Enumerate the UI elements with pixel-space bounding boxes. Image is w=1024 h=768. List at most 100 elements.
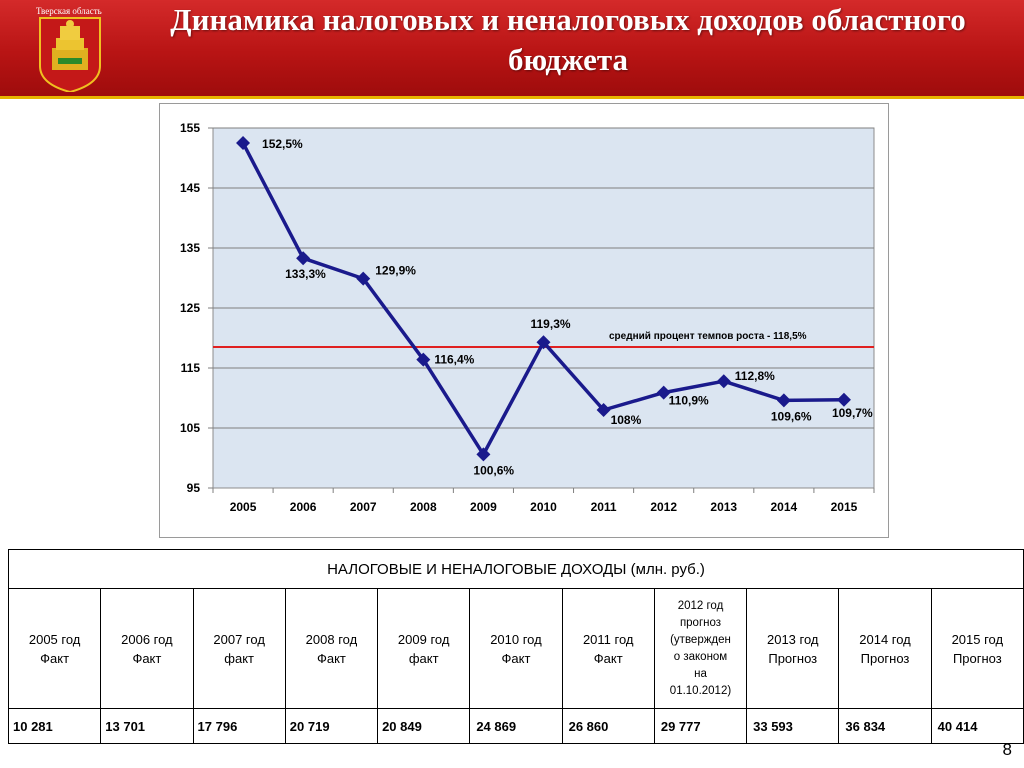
table-value-cell: 36 834 xyxy=(838,708,932,744)
data-point-marker xyxy=(416,352,431,367)
data-label: 133,3% xyxy=(285,267,326,281)
data-label: 112,8% xyxy=(735,369,775,383)
header-line: 2011 год xyxy=(582,631,634,647)
table-value-cell: 13 701 xyxy=(100,708,194,744)
table-value-cell: 20 719 xyxy=(284,708,379,744)
y-tick-label: 155 xyxy=(180,121,200,135)
table-header-cell: 2011 год Факт xyxy=(561,588,655,709)
data-label: 129,9% xyxy=(375,264,416,278)
table-value-cell: 29 777 xyxy=(653,708,748,744)
y-tick-label: 125 xyxy=(180,301,200,315)
table-value-cell: 40 414 xyxy=(930,708,1024,744)
table-header-cell: 2006 год Факт xyxy=(100,588,194,709)
header-line: на xyxy=(694,667,707,680)
table-header-cell: 2009 год факт xyxy=(377,588,471,709)
header-line: Прогноз xyxy=(860,650,910,666)
x-tick-label: 2012 xyxy=(650,500,677,514)
table-header-row: 2005 год Факт 2006 год Факт 2007 год факт 2008… xyxy=(7,588,1024,709)
x-tick-label: 2013 xyxy=(710,500,737,514)
chart-canvas: 95 105 115 125 135 145 155 2005 2006 2007 2008 2009… xyxy=(180,121,875,514)
page-number: 8 xyxy=(1002,740,1012,759)
table-header-cell: 2014 год Прогноз xyxy=(838,588,932,709)
header-line: 2005 год xyxy=(28,631,81,647)
header-line: о законом xyxy=(673,650,728,663)
y-tick-label: 145 xyxy=(180,181,200,195)
header-line: 2015 год xyxy=(951,631,1004,647)
x-tick-label: 2008 xyxy=(410,500,437,514)
data-label: 100,6% xyxy=(473,463,514,477)
y-tick-label: 115 xyxy=(181,361,201,375)
header-line: 2012 год xyxy=(677,599,724,612)
header-line: Факт xyxy=(501,650,531,666)
x-tick-label: 2015 xyxy=(831,500,858,514)
income-table: НАЛОГОВЫЕ И НЕНАЛОГОВЫЕ ДОХОДЫ (млн. руб… xyxy=(7,549,1024,744)
table-value-cell: 20 849 xyxy=(377,708,471,744)
data-point-marker xyxy=(356,271,371,286)
header-line: (утвержден xyxy=(670,633,731,646)
header-line: Факт xyxy=(132,650,162,666)
data-label: 110,9% xyxy=(669,394,709,408)
table-header-cell: 2012 год прогноз (утвержден о законом на 01.1… xyxy=(653,588,748,709)
table-value-row: 10 281 13 701 17 796 20 719 20 849 24 869 26 8… xyxy=(7,708,1024,744)
data-point-marker xyxy=(296,251,311,266)
header-line: 2013 год xyxy=(766,631,819,647)
data-label: 119,3% xyxy=(531,317,571,331)
data-point-marker xyxy=(536,335,551,350)
data-point-marker xyxy=(776,393,791,408)
table-value-cell: 33 593 xyxy=(746,708,840,744)
reference-line-label: средний процент темпов роста - 118,5% xyxy=(609,331,807,342)
header-line: Прогноз xyxy=(952,650,1002,666)
data-point-marker xyxy=(716,374,731,389)
x-tick-label: 2007 xyxy=(350,500,377,514)
header-line: 2007 год xyxy=(213,631,265,647)
header-line: факт xyxy=(408,650,439,666)
y-tick-label: 105 xyxy=(180,421,200,435)
table-header-cell: 2008 год Факт xyxy=(284,588,379,709)
slide-header: Тверская область Динамика налоговых и не… xyxy=(0,0,1024,99)
table-value-cell: 24 869 xyxy=(469,708,563,744)
data-label: 108% xyxy=(611,413,642,427)
table-header-cell: 2013 год Прогноз xyxy=(746,588,840,709)
data-label: 109,6% xyxy=(771,409,812,423)
x-tick-label: 2014 xyxy=(771,500,798,514)
x-tick-label: 2009 xyxy=(470,500,497,514)
data-point-marker xyxy=(656,385,671,400)
data-point-marker xyxy=(476,447,491,462)
header-line: 2014 год xyxy=(859,631,911,647)
table-value-cell: 26 860 xyxy=(561,708,655,744)
header-line: Факт xyxy=(316,650,346,666)
header-line: прогноз xyxy=(679,616,722,629)
x-tick-label: 2006 xyxy=(290,500,317,514)
x-tick-label: 2011 xyxy=(591,500,617,514)
header-line: 2006 год xyxy=(121,631,173,647)
data-label: 152,5% xyxy=(262,137,303,151)
header-line: 2009 год xyxy=(397,631,450,647)
table-caption: НАЛОГОВЫЕ И НЕНАЛОГОВЫЕ ДОХОДЫ (млн. руб… xyxy=(8,549,1024,589)
table-header-cell: 2015 год Прогноз xyxy=(930,588,1024,709)
data-point-marker xyxy=(836,392,851,407)
header-line: Факт xyxy=(593,650,623,666)
x-tick-label: 2005 xyxy=(230,500,257,514)
y-tick-label: 95 xyxy=(187,481,201,495)
data-point-marker xyxy=(236,136,251,150)
table-value-cell: 17 796 xyxy=(192,708,286,744)
y-tick-label: 135 xyxy=(180,241,200,255)
slide-title: Динамика налоговых и неналоговых доходов… xyxy=(170,2,966,77)
header-line: Факт xyxy=(40,650,70,666)
table-header-cell: 2005 год Факт xyxy=(7,588,102,709)
table-header-cell: 2010 год Факт xyxy=(469,588,563,709)
line-chart: 95 105 115 125 135 145 155 2005 2006 2007 2008 2009… xyxy=(159,103,889,538)
header-line: 2010 год xyxy=(490,631,542,647)
coat-of-arms-icon xyxy=(39,17,101,92)
data-label: 109,7% xyxy=(832,406,873,420)
header-line: факт xyxy=(224,650,255,666)
data-point-marker xyxy=(596,403,611,417)
data-label: 116,4% xyxy=(434,353,474,367)
x-tick-label: 2010 xyxy=(530,500,557,514)
table-value-cell: 10 281 xyxy=(7,708,102,744)
region-label: Тверская область xyxy=(36,6,102,16)
table-header-cell: 2007 год факт xyxy=(192,588,286,709)
header-line: 01.10.2012) xyxy=(669,684,732,697)
header-line: 2008 год xyxy=(305,631,358,647)
header-line: Прогноз xyxy=(768,650,818,666)
